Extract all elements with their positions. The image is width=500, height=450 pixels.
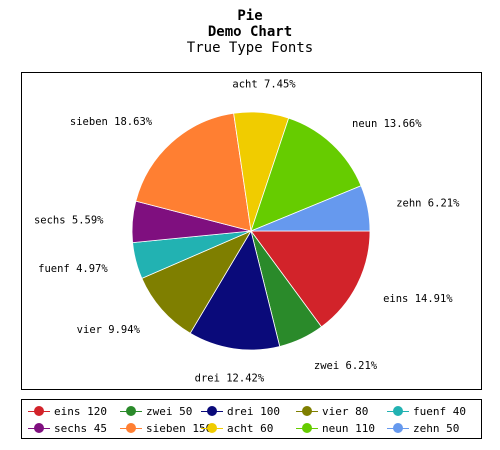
plot-area: eins 14.91% zwei 6.21% drei 12.42% vier 9.9… — [21, 72, 482, 390]
pie-slice-neun — [250, 117, 362, 232]
legend-item-neun: neun 110 — [296, 421, 375, 435]
legend-label-acht: acht 60 — [227, 421, 274, 435]
chart-title: Pie — [237, 8, 263, 24]
legend-label-sechs: sechs 45 — [54, 421, 107, 435]
legend-swatch-neun — [296, 421, 318, 435]
legend-label-fuenf: fuenf 40 — [413, 404, 466, 418]
legend-item-sechs: sechs 45 — [28, 421, 107, 435]
slice-label-zehn: zehn 6.21% — [396, 197, 460, 209]
legend-swatch-acht — [201, 421, 223, 435]
pie-chart: eins 14.91% zwei 6.21% drei 12.42% vier 9.9… — [34, 79, 460, 385]
legend-label-sieben: sieben 150 — [146, 421, 213, 435]
slice-label-fuenf: fuenf 4.97% — [38, 263, 108, 275]
slice-label-acht: acht 7.45% — [232, 79, 296, 91]
legend-swatch-drei — [201, 404, 223, 418]
legend-swatch-eins — [28, 404, 50, 418]
legend-item-vier: vier 80 — [296, 404, 368, 418]
legend-swatch-sieben — [120, 421, 142, 435]
legend-swatch-zehn — [387, 421, 409, 435]
legend-swatch-vier — [296, 404, 318, 418]
slice-label-eins: eins 14.91% — [383, 293, 453, 305]
pie-slice-eins — [250, 230, 371, 328]
legend-item-sieben: sieben 150 — [120, 421, 212, 435]
legend-swatch-sechs — [28, 421, 50, 435]
chart-title-block: Pie Demo Chart True Type Fonts — [0, 8, 500, 56]
slice-label-vier: vier 9.94% — [77, 324, 141, 336]
legend-swatch-zwei — [120, 404, 142, 418]
legend-label-zehn: zehn 50 — [413, 421, 460, 435]
slice-label-sechs: sechs 5.59% — [34, 215, 104, 227]
pie-slice-vier — [141, 230, 252, 334]
pie-slice-sieben — [135, 112, 252, 232]
slice-label-sieben: sieben 18.63% — [70, 116, 153, 128]
slice-label-drei: drei 12.42% — [195, 372, 265, 384]
legend-item-zwei: zwei 50 — [120, 404, 192, 418]
legend-label-drei: drei 100 — [227, 404, 280, 418]
pie-slice-drei — [189, 229, 281, 351]
legend-item-acht: acht 60 — [201, 421, 273, 435]
chart-subtitle: Demo Chart — [207, 24, 293, 40]
legend-label-zwei: zwei 50 — [146, 404, 193, 418]
slice-label-zwei: zwei 6.21% — [314, 360, 378, 372]
legend-label-neun: neun 110 — [322, 421, 375, 435]
legend-label-eins: eins 120 — [54, 404, 107, 418]
slice-label-neun: neun 13.66% — [352, 118, 422, 130]
legend-item-zehn: zehn 50 — [387, 421, 459, 435]
pie-slice-zehn — [250, 185, 371, 232]
chart-subtitle-2: True Type Fonts — [186, 40, 314, 56]
legend-item-drei: drei 100 — [201, 404, 280, 418]
legend-label-vier: vier 80 — [322, 404, 369, 418]
legend-swatch-fuenf — [387, 404, 409, 418]
legend-item-eins: eins 120 — [28, 404, 107, 418]
legend: eins 120 zwei 50 drei 100 vier 80 fuenf 40 se… — [21, 399, 482, 439]
legend-item-fuenf: fuenf 40 — [387, 404, 466, 418]
